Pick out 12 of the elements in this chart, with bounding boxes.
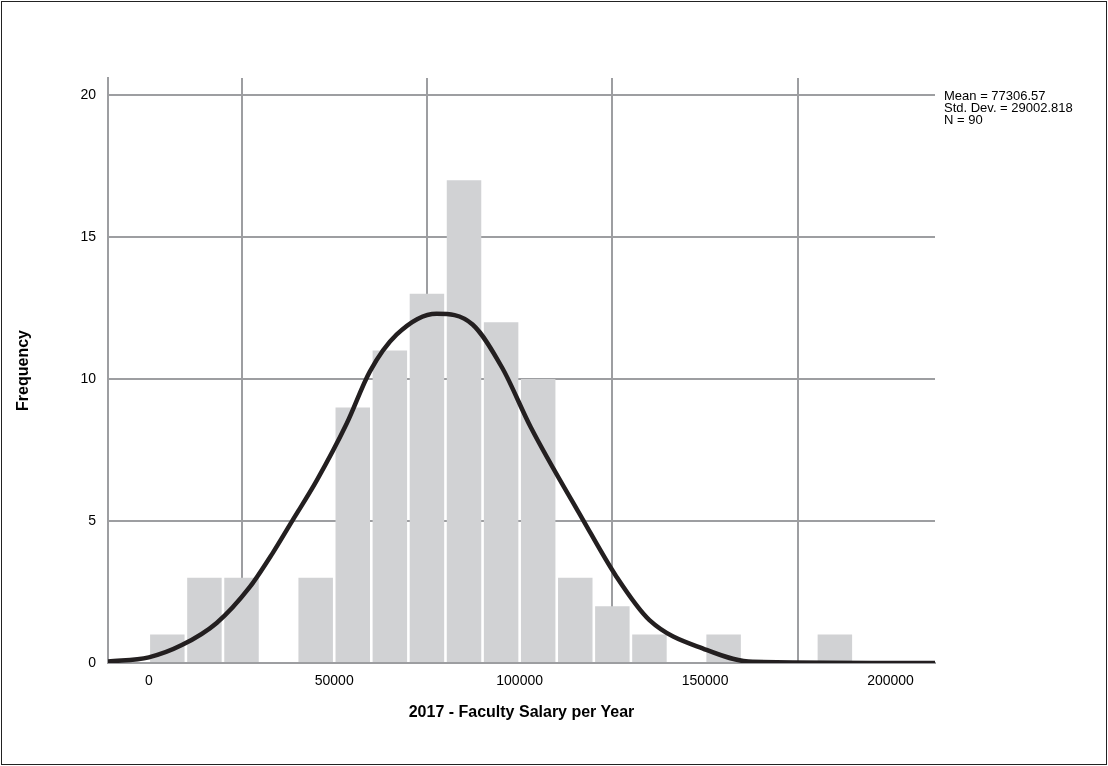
x-tick-label: 50000 xyxy=(314,672,354,689)
x-tick-label: 150000 xyxy=(681,672,729,689)
y-tick-label: 5 xyxy=(88,511,97,528)
y-tick-label: 0 xyxy=(88,653,97,670)
y-tick-label: 15 xyxy=(80,227,97,244)
y-tick-label: 10 xyxy=(80,369,97,386)
y-tick-label: 20 xyxy=(80,85,97,102)
x-tick-label: 200000 xyxy=(867,672,915,689)
x-tick-label: 100000 xyxy=(496,672,544,689)
x-axis-title: 2017 - Faculty Salary per Year xyxy=(408,702,635,720)
y-axis-title: Frequency xyxy=(14,329,32,411)
x-tick-label: 0 xyxy=(144,672,153,689)
